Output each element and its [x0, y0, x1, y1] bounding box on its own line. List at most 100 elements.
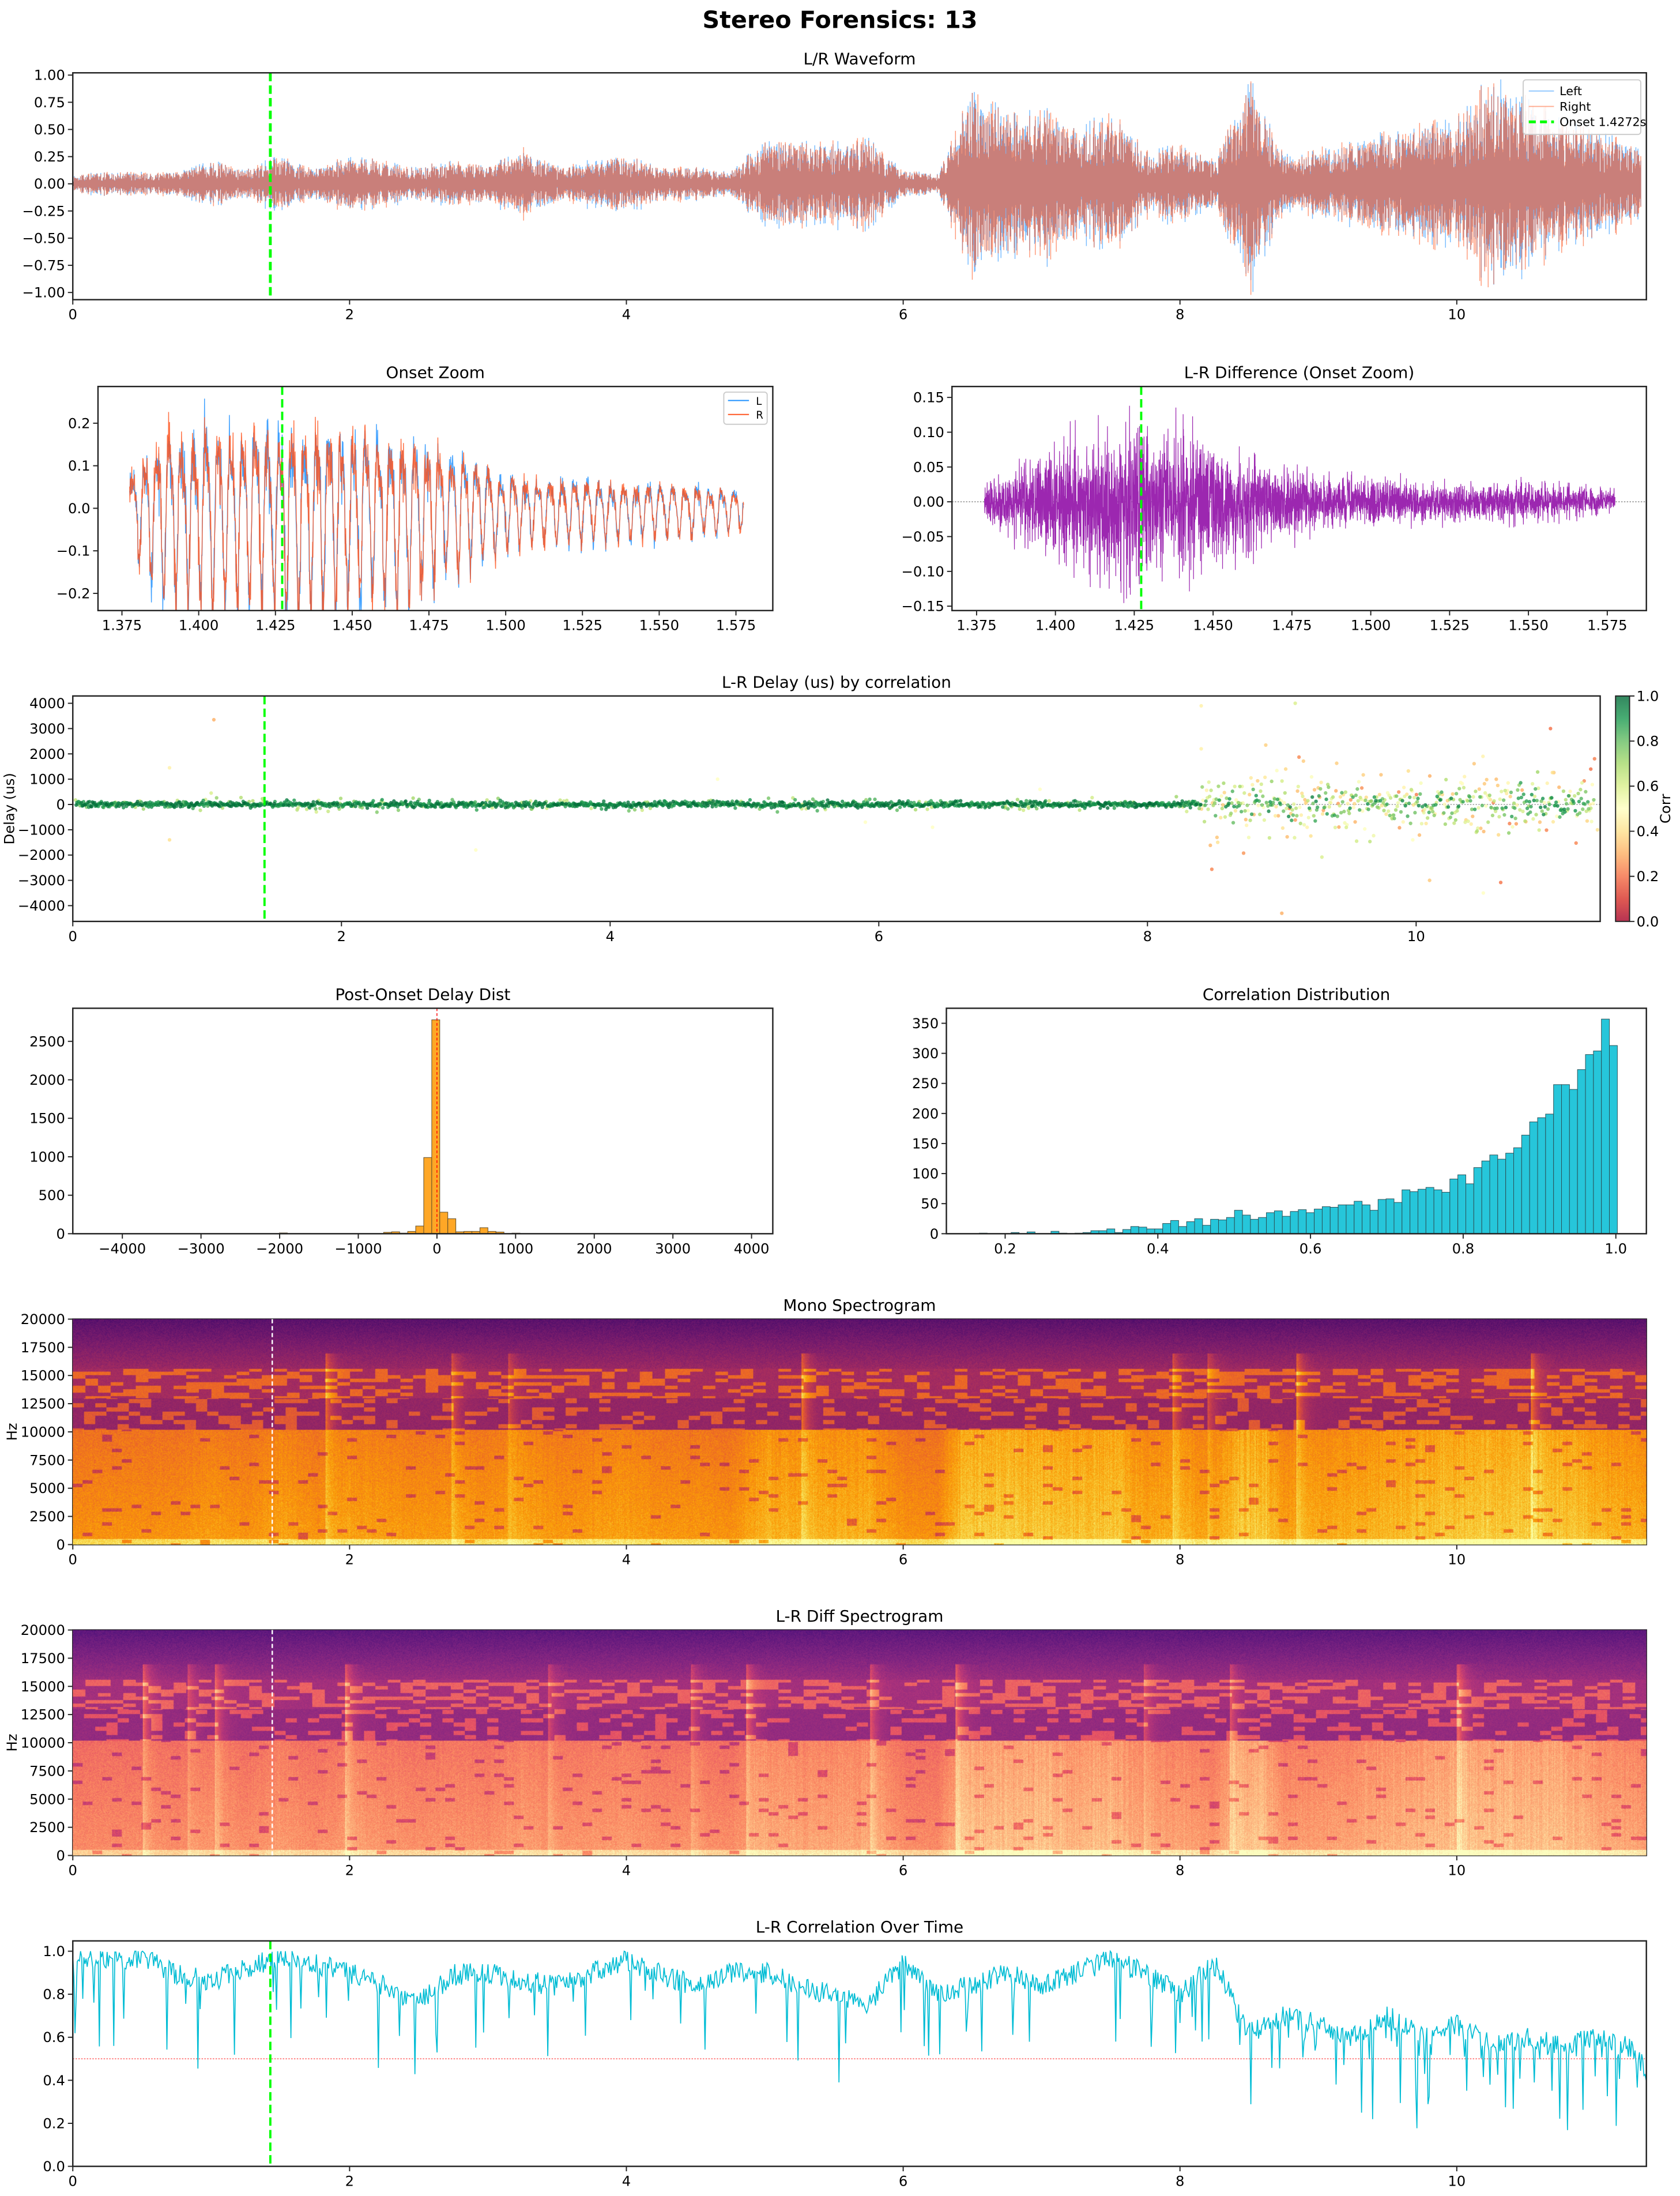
delay-point — [1249, 812, 1254, 817]
delay-point — [1534, 813, 1538, 817]
delay-point — [1419, 781, 1423, 785]
correlation-over-time-chart-plot-area — [73, 1941, 1647, 2167]
delay-point — [1298, 805, 1302, 809]
delay-point — [387, 804, 391, 808]
delay-point — [1417, 803, 1421, 808]
delay-point — [1260, 803, 1264, 807]
delay-point — [1520, 788, 1524, 792]
delay-point — [1337, 825, 1341, 829]
delay-point — [1241, 851, 1246, 855]
delay-point — [528, 804, 532, 809]
delay-point — [1209, 788, 1213, 792]
delay-point — [409, 800, 413, 804]
delay-point — [582, 803, 586, 808]
delay-point — [1267, 809, 1271, 813]
delay-point — [1448, 815, 1453, 819]
delay-point — [147, 803, 152, 807]
delay-point — [445, 803, 449, 807]
delay-point — [1288, 805, 1292, 809]
delay-point — [1285, 806, 1289, 811]
y-tick-label: 12500 — [21, 1706, 65, 1723]
delay-point — [436, 802, 440, 806]
delay-scatter-chart-plot-area — [73, 695, 1600, 922]
delay-point — [172, 804, 176, 809]
histogram-bar — [1593, 1050, 1602, 1234]
delay-point — [1300, 791, 1304, 795]
delay-point — [340, 803, 344, 807]
delay-point — [1472, 762, 1476, 766]
histogram-bar — [1489, 1155, 1498, 1234]
delay-point — [718, 800, 722, 804]
delay-point — [1452, 821, 1456, 825]
delay-point — [424, 804, 428, 809]
delay-point — [1255, 798, 1259, 802]
delay-point — [461, 802, 465, 806]
delay-point — [1018, 807, 1022, 811]
post-onset-delay-histogram-frame — [72, 1007, 774, 1235]
delay-point — [404, 802, 409, 807]
delay-point — [1501, 798, 1506, 802]
delay-point — [1422, 807, 1427, 811]
delay-point — [315, 800, 319, 804]
corr-colorbar: 0.0 0.2 0.4 0.6 0.8 1.0 Corr — [1615, 687, 1674, 930]
delay-point — [1309, 834, 1313, 838]
delay-point — [1536, 786, 1540, 791]
delay-point — [1240, 810, 1244, 814]
histogram-bar — [1050, 1231, 1060, 1234]
histogram-bar — [1513, 1147, 1522, 1234]
delay-point — [193, 803, 197, 807]
delay-point — [1275, 769, 1279, 773]
delay-point — [797, 802, 801, 806]
histogram-bar — [1154, 1228, 1163, 1234]
delay-point — [1532, 794, 1537, 799]
delay-point — [232, 803, 236, 807]
histogram-bar — [1529, 1121, 1538, 1234]
delay-point — [1029, 800, 1033, 804]
delay-point — [1423, 803, 1427, 807]
delay-point — [1540, 796, 1545, 800]
delay-point — [389, 800, 393, 805]
delay-point — [1419, 822, 1424, 826]
delay-point — [1188, 806, 1192, 810]
x-tick-label: 6 — [899, 2173, 907, 2190]
delay-point — [1221, 803, 1225, 807]
delay-point — [1585, 819, 1589, 823]
delay-point — [127, 802, 131, 807]
delay-point — [1504, 806, 1508, 810]
delay-point — [488, 800, 492, 804]
delay-point — [1395, 804, 1399, 809]
delay-point — [1592, 757, 1596, 761]
delay-point — [427, 798, 431, 803]
delay-point — [1202, 819, 1207, 823]
delay-point — [89, 804, 93, 809]
delay-point — [1306, 815, 1310, 819]
delay-point — [849, 803, 853, 807]
delay-point — [626, 800, 630, 804]
delay-point — [799, 804, 803, 808]
delay-point — [412, 806, 416, 810]
x-tick-label: 2 — [345, 1551, 354, 1567]
delay-point — [1246, 836, 1251, 840]
delay-point — [781, 800, 785, 804]
x-tick-label: 1.575 — [716, 617, 756, 634]
delay-point — [792, 803, 797, 807]
delay-point — [374, 803, 378, 807]
delay-point — [986, 801, 991, 806]
delay-point — [1449, 796, 1453, 800]
delay-point — [212, 717, 216, 722]
y-tick-label: 0.2 — [43, 2115, 65, 2131]
waveform-chart-plot-area — [73, 73, 1641, 300]
delay-point — [375, 810, 379, 814]
colorbar-tick-label: 0.6 — [1637, 778, 1659, 795]
delay-point — [1268, 800, 1272, 804]
delay-point — [1530, 782, 1535, 786]
delay-point — [327, 804, 332, 809]
y-tick-label: 20000 — [21, 1622, 65, 1638]
diff-spectrogram-onset-line — [272, 1630, 273, 1856]
delay-point — [1135, 805, 1139, 809]
delay-point — [149, 805, 154, 809]
delay-point — [1471, 814, 1475, 818]
histogram-bar — [1465, 1183, 1474, 1234]
delay-point — [503, 806, 507, 810]
delay-point — [1539, 805, 1543, 810]
